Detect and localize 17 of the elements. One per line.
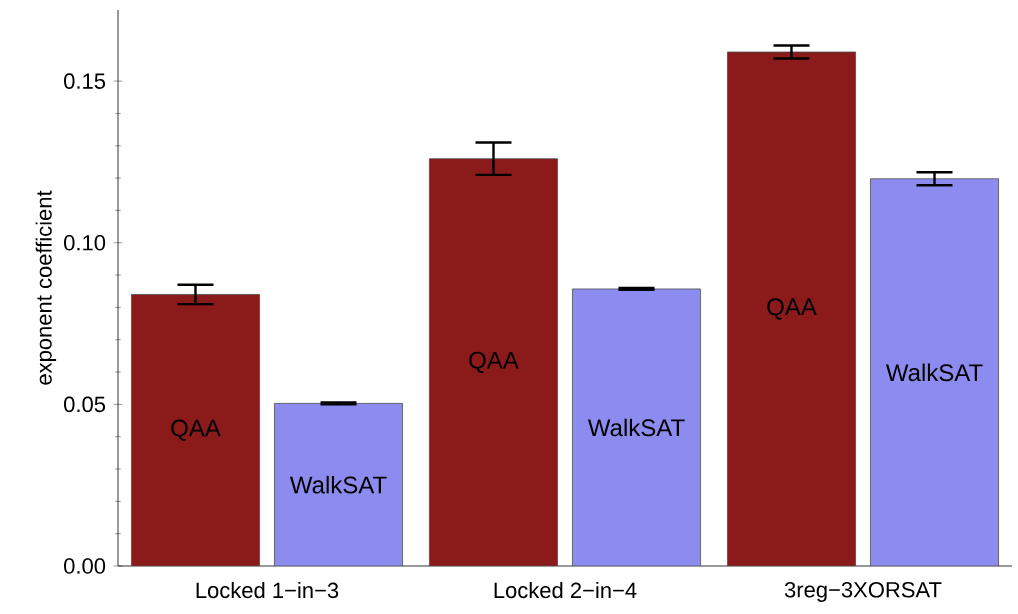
series-label: WalkSAT [289, 475, 387, 494]
text: WalkSAT [885, 363, 983, 382]
bar [131, 294, 260, 566]
x-tick-label: Locked 2−in−4 [494, 581, 637, 599]
y-tick-label: 0.10 [64, 234, 106, 251]
text: QAA [767, 298, 817, 320]
bar [727, 51, 856, 566]
series-label: QAA [469, 351, 519, 373]
y-tick-label: 0.15 [64, 73, 106, 89]
text: QAA [171, 419, 221, 441]
text: WalkSAT [587, 418, 685, 437]
x-tick-label: 3reg−3XORSAT [784, 582, 942, 602]
y-axis-title: exponent coefficient [35, 190, 57, 385]
y-tick-label: 0.05 [64, 396, 106, 413]
y-tick-label: 0.00 [64, 558, 106, 574]
x-tick-label: Locked 1−in−3 [196, 581, 339, 599]
bar [274, 402, 403, 566]
